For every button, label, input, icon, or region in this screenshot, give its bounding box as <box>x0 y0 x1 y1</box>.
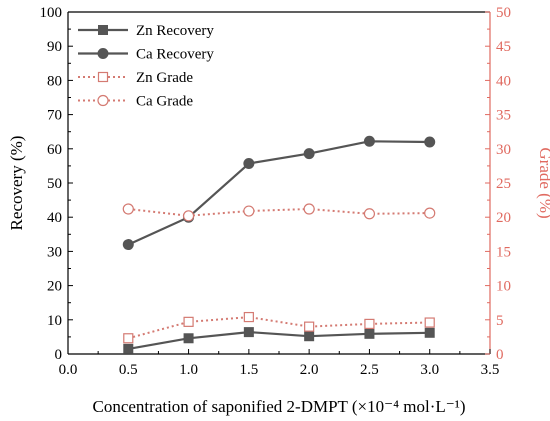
left-y-tick-label: 100 <box>40 5 63 21</box>
data-point <box>243 158 255 170</box>
data-point <box>424 207 436 219</box>
data-point <box>303 148 315 160</box>
data-point <box>243 311 254 323</box>
x-tick-label: 1.5 <box>239 362 258 378</box>
data-point <box>304 331 315 342</box>
data-point <box>183 333 194 344</box>
left-y-tick-label: 60 <box>47 142 62 158</box>
x-axis: 0.0 0.5 1.0 1.5 2.0 2.5 3.0 3.5 <box>59 349 500 378</box>
left-y-tick-label: 30 <box>47 244 62 260</box>
data-point <box>183 316 194 327</box>
legend: Zn Recovery Ca Recovery Zn Grade Ca Grade <box>78 23 214 110</box>
x-tick-label: 2.5 <box>360 362 379 378</box>
legend-label: Zn Recovery <box>136 23 214 39</box>
left-y-tick-label: 40 <box>47 210 62 226</box>
x-axis-title: Concentration of saponified 2-DMPT (×10⁻… <box>93 397 466 416</box>
data-point <box>364 328 375 339</box>
left-y-axis-title: Recovery (%) <box>7 136 26 231</box>
right-y-tick-label: 45 <box>496 39 511 55</box>
series-layer <box>122 135 436 354</box>
right-y-axis-title: Grade (%) <box>536 147 550 218</box>
data-point <box>243 205 255 217</box>
right-y-tick-label: 15 <box>496 244 511 260</box>
legend-label: Zn Grade <box>136 70 193 86</box>
series-zn-recovery <box>123 327 435 354</box>
data-point <box>303 203 315 215</box>
right-y-tick-label: 30 <box>496 142 511 158</box>
legend-marker <box>97 94 109 107</box>
right-y-tick-label: 5 <box>496 313 504 329</box>
data-point <box>424 317 435 328</box>
series-ca-grade <box>122 203 436 222</box>
data-point <box>363 135 375 147</box>
legend-marker <box>97 48 109 59</box>
data-point <box>364 318 375 330</box>
right-y-tick-label: 35 <box>496 108 511 124</box>
left-y-tick-label: 80 <box>47 73 62 89</box>
legend-item: Zn Recovery <box>78 23 214 39</box>
data-point <box>122 203 134 215</box>
series-zn-grade <box>123 311 435 344</box>
right-y-axis: 0 5 10 15 20 25 30 35 40 45 50 <box>485 5 511 363</box>
legend-item: Zn Grade <box>78 70 193 86</box>
legend-label: Ca Recovery <box>136 47 214 63</box>
data-point <box>122 239 134 251</box>
data-point <box>424 136 436 148</box>
x-tick-label: 2.0 <box>300 362 319 378</box>
data-point <box>123 343 134 354</box>
right-y-tick-label: 25 <box>496 176 511 192</box>
right-y-tick-label: 20 <box>496 210 511 226</box>
plot-frame <box>67 11 491 355</box>
data-point <box>363 208 376 220</box>
left-y-tick-label: 70 <box>47 108 62 124</box>
left-y-axis: 0 10 20 30 40 50 60 70 80 90 100 <box>40 5 73 363</box>
right-y-tick-label: 10 <box>496 279 511 295</box>
right-y-tick-label: 40 <box>496 73 511 89</box>
series-line <box>127 140 430 246</box>
x-tick-label: 1.0 <box>179 362 198 378</box>
x-tick-label: 0.5 <box>119 362 138 378</box>
legend-item: Ca Grade <box>78 94 193 110</box>
right-y-tick-label: 0 <box>496 347 504 363</box>
series-ca-recovery <box>122 135 436 251</box>
left-y-tick-label: 10 <box>47 313 62 329</box>
left-y-tick-label: 0 <box>55 347 63 363</box>
x-tick-label: 0.0 <box>59 362 78 378</box>
data-point <box>424 327 435 338</box>
legend-label: Ca Grade <box>136 94 193 110</box>
data-point <box>182 210 195 222</box>
x-tick-label: 3.0 <box>420 362 439 378</box>
legend-item: Ca Recovery <box>78 47 214 63</box>
right-y-tick-label: 50 <box>496 5 511 21</box>
x-tick-label: 3.5 <box>481 362 500 378</box>
left-y-tick-label: 20 <box>47 279 62 295</box>
left-y-tick-label: 50 <box>47 176 62 192</box>
series-line <box>128 330 430 350</box>
legend-marker <box>98 25 108 35</box>
data-point <box>123 333 134 344</box>
legend-marker <box>97 71 109 83</box>
left-y-tick-label: 90 <box>47 39 62 55</box>
series-line <box>128 207 430 217</box>
data-point <box>304 321 315 332</box>
data-point <box>243 327 254 338</box>
